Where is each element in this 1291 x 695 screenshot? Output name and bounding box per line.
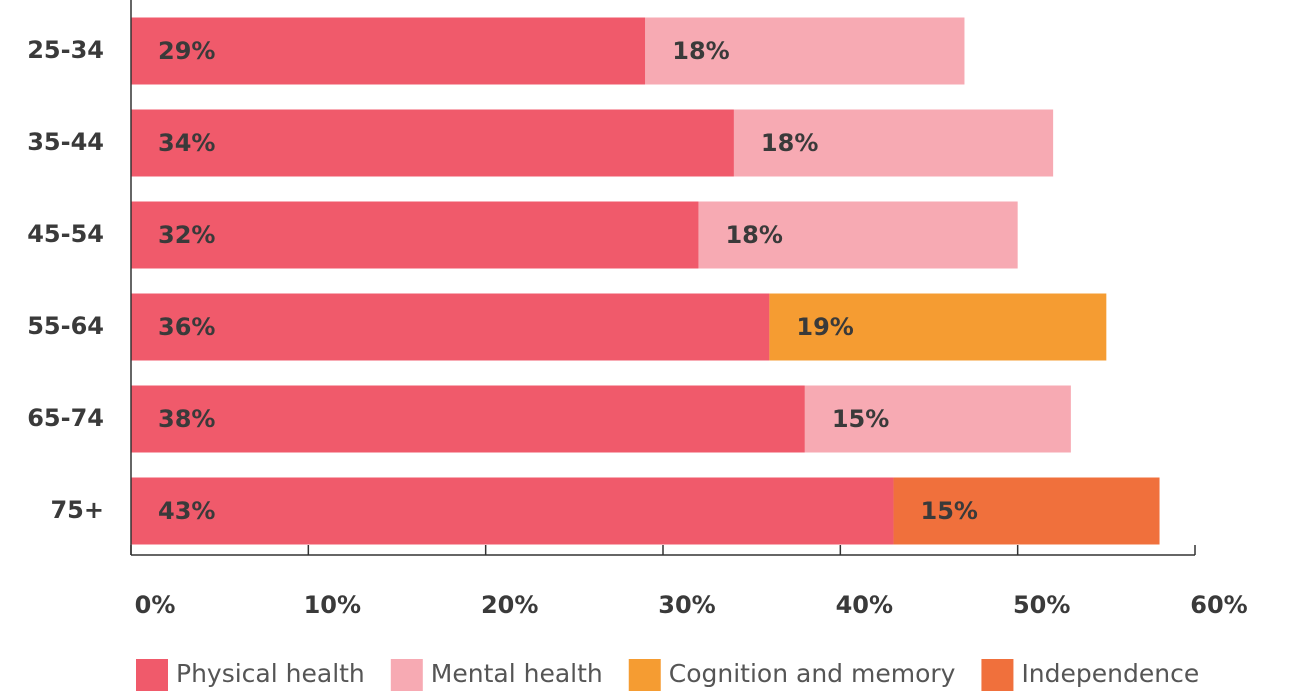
legend-swatch xyxy=(628,659,661,691)
bar-segment xyxy=(131,293,770,361)
bar-segment xyxy=(131,201,699,269)
legend-swatch xyxy=(136,659,168,691)
bar-segment xyxy=(733,109,1054,177)
data-label: 15% xyxy=(921,497,978,525)
x-tick-label: 30% xyxy=(658,591,715,619)
y-tick-label: 35-44 xyxy=(27,128,104,156)
data-label: 18% xyxy=(761,129,818,157)
data-label: 43% xyxy=(158,497,215,525)
legend-label: Cognition and memory xyxy=(669,659,956,688)
x-tick-label: 50% xyxy=(1013,591,1070,619)
legend-swatch xyxy=(981,659,1014,691)
bar-segment xyxy=(769,293,1107,361)
legend-label: Physical health xyxy=(176,659,365,688)
data-label: 18% xyxy=(725,221,782,249)
bar-segment xyxy=(645,17,965,85)
bar-segment xyxy=(893,477,1160,545)
y-tick-label: 55-64 xyxy=(27,312,104,340)
data-label: 15% xyxy=(832,405,889,433)
data-label: 34% xyxy=(158,129,215,157)
bar-segment xyxy=(131,385,805,453)
x-tick-label: 20% xyxy=(481,591,538,619)
data-label: 18% xyxy=(672,37,729,65)
x-tick-label: 40% xyxy=(836,591,893,619)
data-label: 29% xyxy=(158,37,215,65)
bar-segment xyxy=(131,109,734,177)
legend-label: Mental health xyxy=(431,659,603,688)
data-label: 19% xyxy=(796,313,853,341)
y-tick-label: 65-74 xyxy=(27,404,104,432)
x-tick-label: 60% xyxy=(1190,591,1247,619)
y-tick-label: 75+ xyxy=(50,496,104,524)
data-label: 38% xyxy=(158,405,215,433)
bar-segment xyxy=(698,201,1018,269)
bar-segment xyxy=(804,385,1071,453)
legend-label: Independence xyxy=(1021,659,1199,688)
data-label: 36% xyxy=(158,313,215,341)
y-tick-label: 45-54 xyxy=(27,220,104,248)
x-tick-label: 0% xyxy=(135,591,176,619)
legend-swatch xyxy=(390,659,423,691)
x-tick-label: 10% xyxy=(304,591,361,619)
bar-segment xyxy=(131,17,646,85)
data-label: 32% xyxy=(158,221,215,249)
y-tick-label: 25-34 xyxy=(27,36,104,64)
bar-segment xyxy=(131,477,894,545)
